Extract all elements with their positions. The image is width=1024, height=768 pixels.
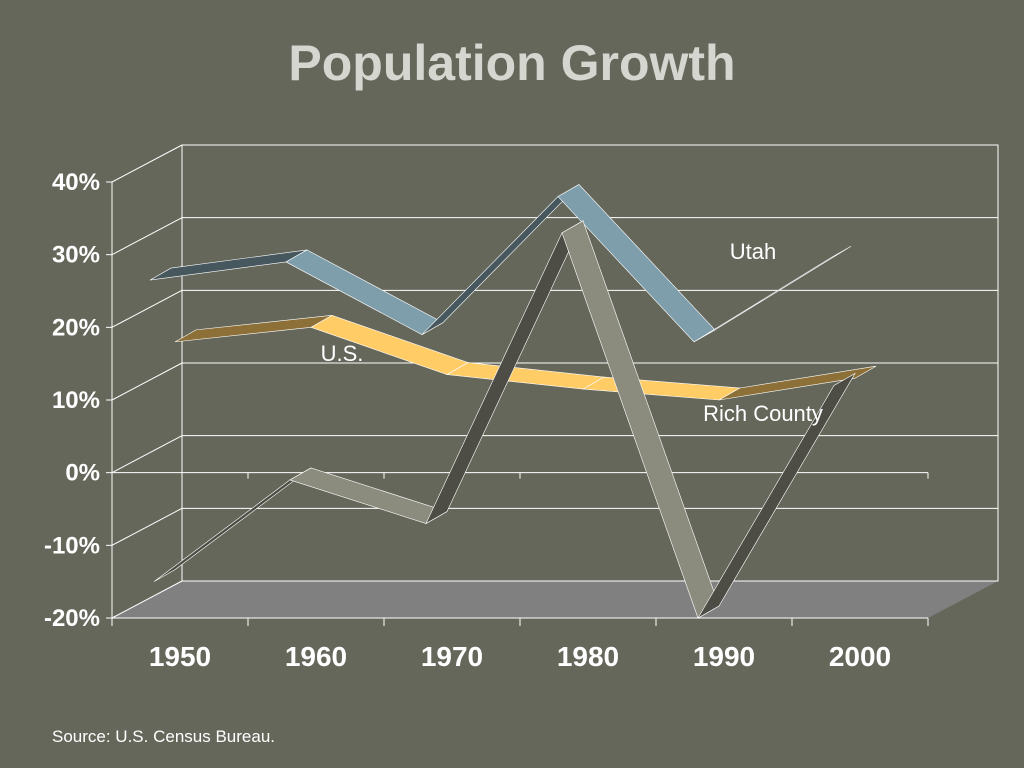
y-tick-label: 0% xyxy=(65,460,100,487)
gridline-side xyxy=(111,217,183,256)
gridline-side xyxy=(111,507,183,546)
x-tick-label: 1990 xyxy=(693,641,755,672)
ribbon-segment-rich-county xyxy=(697,372,856,619)
gridline-side xyxy=(111,144,183,183)
ribbon-segment-u-s- xyxy=(582,376,741,401)
ribbon-segment-utah xyxy=(693,246,852,343)
y-tick-label: -20% xyxy=(44,605,100,632)
chart-floor xyxy=(112,581,998,618)
ribbon-segment-u-s- xyxy=(446,362,605,390)
gridline-side xyxy=(111,289,183,328)
gridline-side xyxy=(111,362,183,401)
ribbon-segment-utah xyxy=(149,249,308,281)
x-tick-label: 1970 xyxy=(421,641,483,672)
series-label-utah: Utah xyxy=(730,239,776,264)
ribbon-segment-u-s- xyxy=(718,365,877,401)
y-tick-label: -10% xyxy=(44,532,100,559)
source-note: Source: U.S. Census Bureau. xyxy=(52,727,276,746)
y-tick-label: 10% xyxy=(52,387,100,414)
chart-title: Population Growth xyxy=(288,35,736,91)
y-tick-label: 40% xyxy=(52,169,100,196)
x-tick-label: 1960 xyxy=(285,641,347,672)
chart-ticks: -20% -10% 0% 10% 20% 30% 40% 1950 1960 1970 1980 19… xyxy=(44,169,929,672)
gridline-side xyxy=(111,580,183,619)
ribbon-segment-rich-county xyxy=(289,467,448,524)
y-tick-label: 30% xyxy=(52,242,100,269)
chart-ribbons xyxy=(149,184,877,619)
x-tick-label: 1950 xyxy=(149,641,211,672)
gridline-side xyxy=(111,435,183,474)
x-tick-label: 2000 xyxy=(829,641,891,672)
y-tick-label: 20% xyxy=(52,314,100,341)
ribbon-segment-rich-county xyxy=(153,467,312,582)
series-label-rich-county: Rich County xyxy=(703,401,823,426)
x-tick-label: 1980 xyxy=(557,641,619,672)
chart-series-labels: Utah U.S. Rich County xyxy=(321,239,823,426)
series-label-u-s-: U.S. xyxy=(321,341,364,366)
ribbon-segment-u-s- xyxy=(174,315,333,343)
